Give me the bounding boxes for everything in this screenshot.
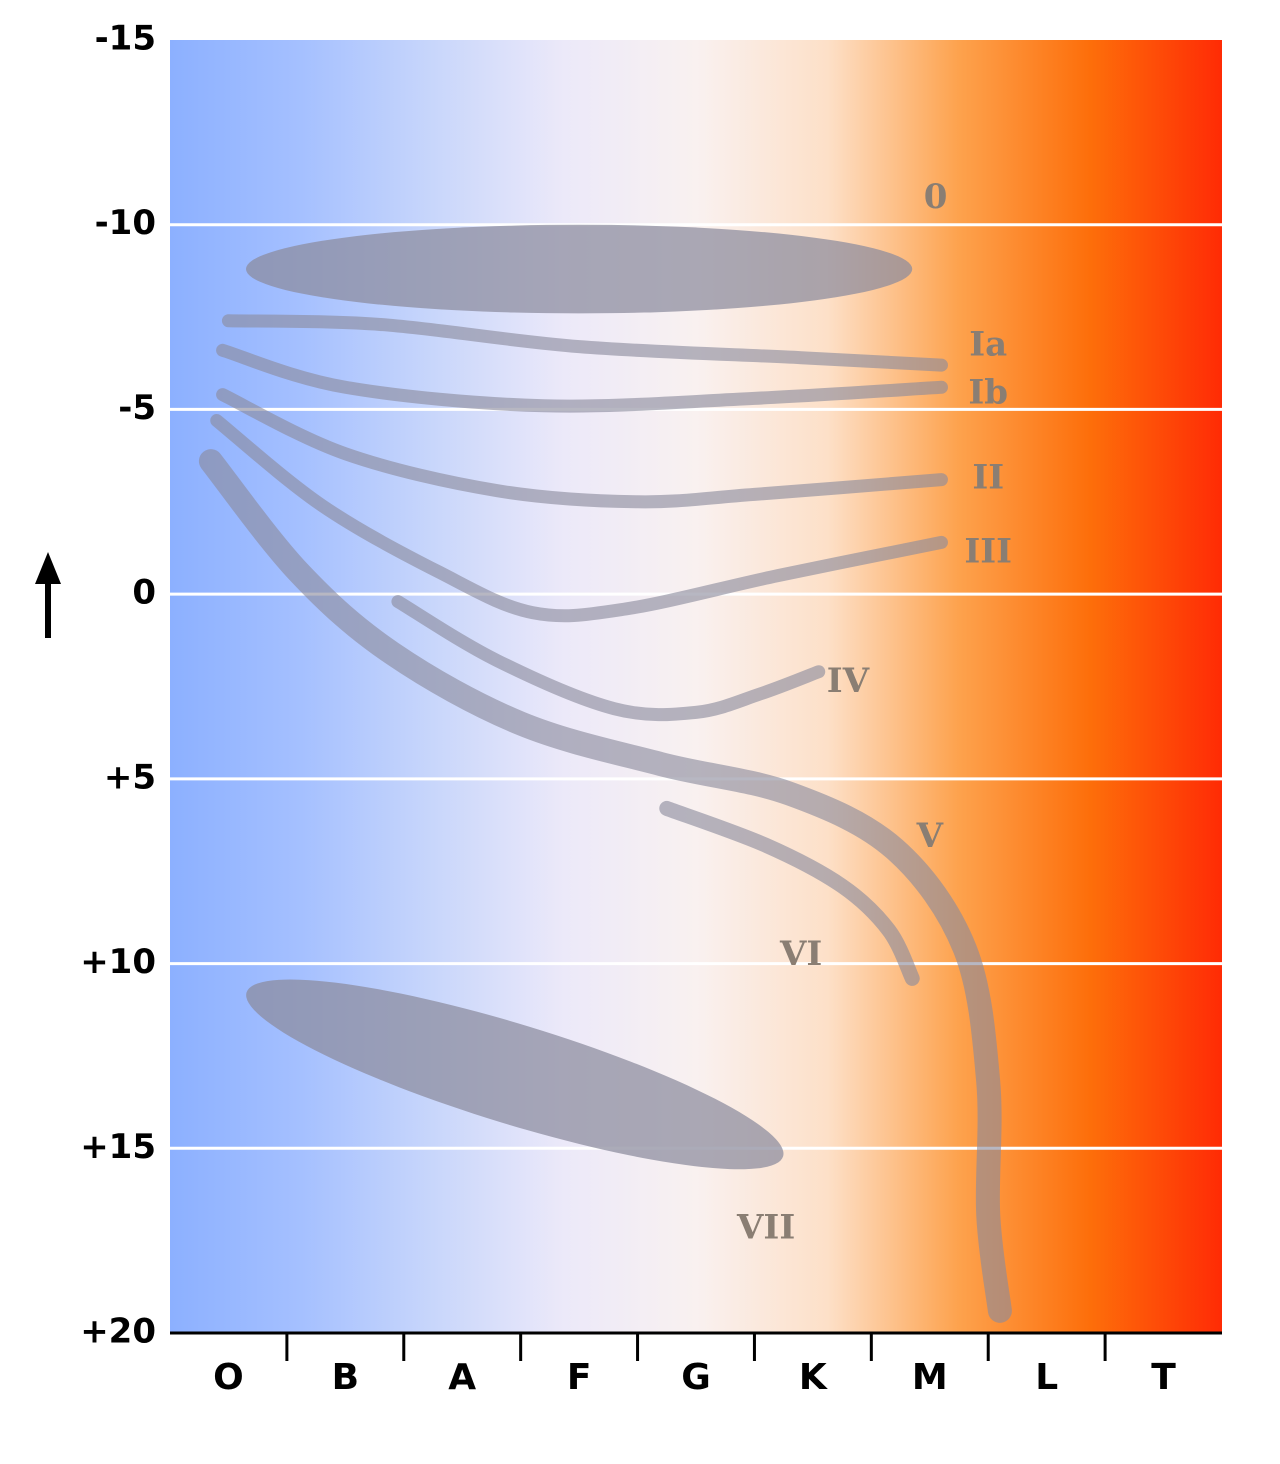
y-tick-label: -5 [118, 388, 156, 428]
x-tick-label: F [567, 1357, 592, 1398]
y-tick-label: 0 [132, 573, 156, 613]
y-tick-label: +15 [80, 1127, 156, 1167]
region-iv [391, 595, 826, 722]
x-tick-label: O [213, 1357, 244, 1398]
region-vi [659, 800, 920, 986]
up-arrow-icon [35, 552, 61, 584]
class-label-iii: III [964, 532, 1012, 572]
x-tick-label: K [799, 1357, 828, 1398]
y-tick-label: +5 [104, 757, 156, 797]
x-tick-label: G [681, 1357, 711, 1398]
class-label-vii: VII [736, 1208, 795, 1248]
luminosity-class-regions [198, 224, 1012, 1323]
x-tick-label: L [1035, 1357, 1058, 1398]
x-tick-label: A [448, 1357, 476, 1398]
y-tick-label: +20 [80, 1312, 156, 1352]
class-label-v: V [916, 816, 944, 856]
y-tick-label: +10 [80, 942, 156, 982]
x-tick-label: B [332, 1357, 359, 1398]
up-arrow-icon-shaft [45, 578, 51, 638]
region-ib [216, 343, 948, 413]
x-tick-label: M [912, 1357, 948, 1398]
class-label-vi: VI [779, 934, 822, 974]
region-ia [221, 314, 948, 372]
class-label-ib: Ib [968, 373, 1008, 413]
class-label-0: 0 [924, 177, 948, 217]
region-iii [210, 414, 948, 623]
axes: O B A F G K M L T -15 -10 -5 0 +5 +10 +15 +20 [80, 19, 1222, 1398]
region-vii [246, 979, 784, 1170]
class-label-iv: IV [827, 661, 870, 701]
class-label-ia: Ia [969, 325, 1007, 365]
class-label-ii: II [972, 458, 1004, 498]
region-v [198, 449, 1012, 1323]
x-tick-label: T [1151, 1357, 1176, 1398]
region-ii [216, 388, 948, 509]
region-0 [245, 224, 913, 314]
y-axis-arrow [35, 552, 61, 638]
y-tick-label: -10 [95, 203, 156, 243]
y-tick-label: -15 [95, 19, 156, 59]
